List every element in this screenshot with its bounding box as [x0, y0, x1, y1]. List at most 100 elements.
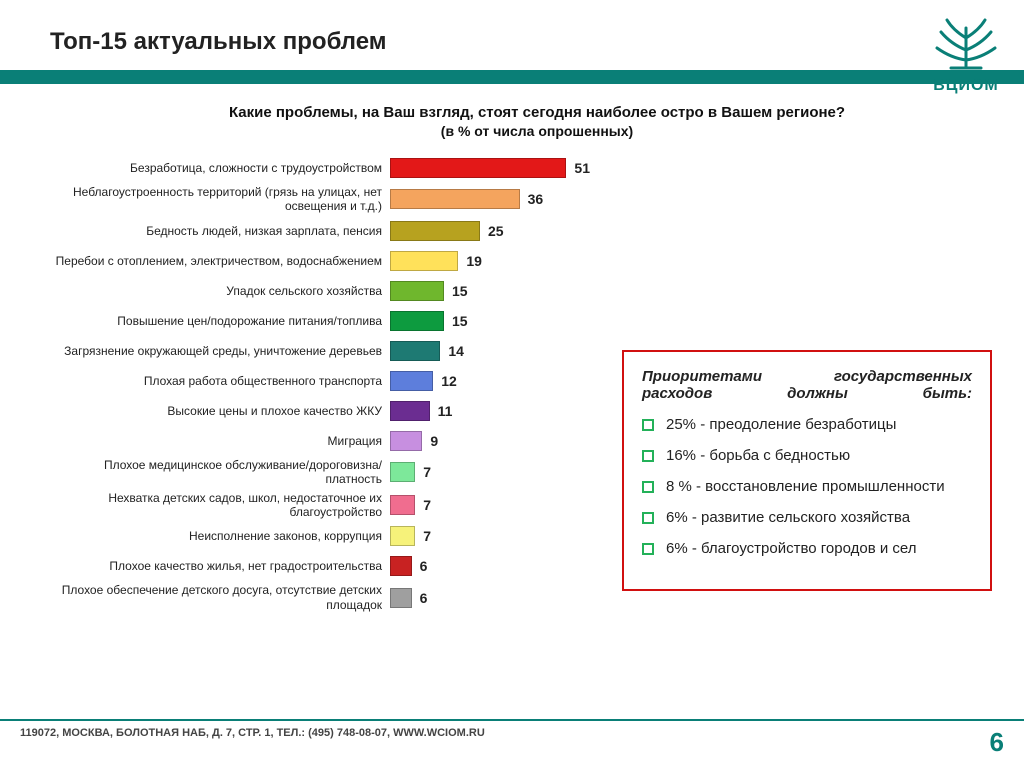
footer-address: 119072, МОСКВА, БОЛОТНАЯ НАБ, Д. 7, СТР.… — [20, 727, 485, 758]
bar-label: Упадок сельского хозяйства — [50, 284, 390, 298]
divider-band — [0, 70, 1024, 84]
bar-label: Неисполнение законов, коррупция — [50, 529, 390, 543]
chart-title: Какие проблемы, на Ваш взгляд, стоят сег… — [217, 104, 857, 121]
bar-value: 9 — [430, 433, 438, 449]
bar-row: Неисполнение законов, коррупция 7 — [50, 523, 610, 549]
bar-label: Высокие цены и плохое качество ЖКУ — [50, 404, 390, 418]
bar-row: Плохая работа общественного транспорта 12 — [50, 368, 610, 394]
callout-item-text: 25% - преодоление безработицы — [666, 416, 896, 433]
bar-track: 15 — [390, 281, 590, 301]
bar-value: 25 — [488, 223, 504, 239]
bar-value: 6 — [420, 558, 428, 574]
bar-value: 7 — [423, 464, 431, 480]
bar-label: Нехватка детских садов, школ, недостаточ… — [50, 491, 390, 520]
bar-label: Плохое качество жилья, нет градостроител… — [50, 559, 390, 573]
bar-label: Повышение цен/подорожание питания/топлив… — [50, 314, 390, 328]
bar-row: Плохое обеспечение детского досуга, отсу… — [50, 583, 610, 612]
bar-value: 36 — [528, 191, 544, 207]
bar-track: 7 — [390, 462, 590, 482]
callout-items: 25% - преодоление безработицы 16% - борьб… — [642, 416, 972, 557]
callout-item: 6% - развитие сельского хозяйства — [642, 509, 972, 526]
bar-fill — [390, 462, 415, 482]
priorities-callout: Приоритетами государственных расходов до… — [622, 350, 992, 591]
bar-track: 14 — [390, 341, 590, 361]
bar-value: 15 — [452, 313, 468, 329]
bar-fill — [390, 341, 440, 361]
bar-row: Неблагоустроенность территорий (грязь на… — [50, 185, 610, 214]
bar-row: Высокие цены и плохое качество ЖКУ 11 — [50, 398, 610, 424]
callout-heading: Приоритетами государственных расходов до… — [642, 368, 972, 402]
bar-row: Плохое медицинское обслуживание/дорогови… — [50, 458, 610, 487]
bar-row: Нехватка детских садов, школ, недостаточ… — [50, 491, 610, 520]
bar-fill — [390, 189, 520, 209]
callout-item-text: 16% - борьба с бедностью — [666, 447, 850, 464]
bar-value: 19 — [466, 253, 482, 269]
bar-fill — [390, 371, 433, 391]
bar-fill — [390, 431, 422, 451]
page-title: Топ-15 актуальных проблем — [50, 28, 1024, 56]
bar-row: Плохое качество жилья, нет градостроител… — [50, 553, 610, 579]
bar-row: Бедность людей, низкая зарплата, пенсия 2… — [50, 218, 610, 244]
bullet-square-icon — [642, 512, 654, 524]
bar-fill — [390, 526, 415, 546]
bar-track: 7 — [390, 495, 590, 515]
bar-label: Перебои с отоплением, электричеством, во… — [50, 254, 390, 268]
callout-item: 16% - борьба с бедностью — [642, 447, 972, 464]
bullet-square-icon — [642, 481, 654, 493]
slide-header: Топ-15 актуальных проблем — [0, 0, 1024, 70]
bar-label: Бедность людей, низкая зарплата, пенсия — [50, 224, 390, 238]
bar-fill — [390, 556, 412, 576]
chart-subtitle: (в % от числа опрошенных) — [217, 123, 857, 139]
bar-track: 12 — [390, 371, 590, 391]
bar-value: 7 — [423, 497, 431, 513]
bar-fill — [390, 401, 430, 421]
bar-fill — [390, 311, 444, 331]
bar-track: 11 — [390, 401, 590, 421]
bar-track: 19 — [390, 251, 590, 271]
bar-label: Неблагоустроенность территорий (грязь на… — [50, 185, 390, 214]
bar-label: Плохое медицинское обслуживание/дорогови… — [50, 458, 390, 487]
brand-logo: ВЦИОМ — [926, 18, 1006, 95]
bar-row: Безработица, сложности с трудоустройство… — [50, 155, 610, 181]
bar-row: Повышение цен/подорожание питания/топлив… — [50, 308, 610, 334]
bar-track: 36 — [390, 189, 590, 209]
callout-item: 8 % - восстановление промышленности — [642, 478, 972, 495]
bar-value: 15 — [452, 283, 468, 299]
bar-fill — [390, 221, 480, 241]
bar-label: Безработица, сложности с трудоустройство… — [50, 161, 390, 175]
bar-value: 14 — [448, 343, 464, 359]
bar-track: 6 — [390, 588, 590, 608]
bar-fill — [390, 158, 566, 178]
bar-value: 12 — [441, 373, 457, 389]
bullet-square-icon — [642, 419, 654, 431]
bar-track: 25 — [390, 221, 590, 241]
bar-label: Миграция — [50, 434, 390, 448]
bullet-square-icon — [642, 543, 654, 555]
bar-fill — [390, 281, 444, 301]
slide-footer: 119072, МОСКВА, БОЛОТНАЯ НАБ, Д. 7, СТР.… — [0, 719, 1024, 758]
callout-item-text: 6% - развитие сельского хозяйства — [666, 509, 910, 526]
bar-track: 51 — [390, 158, 590, 178]
bar-row: Перебои с отоплением, электричеством, во… — [50, 248, 610, 274]
bar-track: 15 — [390, 311, 590, 331]
bar-fill — [390, 251, 458, 271]
bar-label: Загрязнение окружающей среды, уничтожени… — [50, 344, 390, 358]
bar-value: 11 — [438, 403, 453, 419]
brand-name: ВЦИОМ — [926, 77, 1006, 95]
bar-value: 7 — [423, 528, 431, 544]
bar-row: Загрязнение окружающей среды, уничтожени… — [50, 338, 610, 364]
bar-label: Плохая работа общественного транспорта — [50, 374, 390, 388]
callout-item-text: 6% - благоустройство городов и сел — [666, 540, 917, 557]
bar-value: 6 — [420, 590, 428, 606]
bullet-square-icon — [642, 450, 654, 462]
bars-container: Безработица, сложности с трудоустройство… — [50, 155, 610, 612]
bar-row: Упадок сельского хозяйства 15 — [50, 278, 610, 304]
callout-item: 6% - благоустройство городов и сел — [642, 540, 972, 557]
bar-track: 7 — [390, 526, 590, 546]
page-number: 6 — [990, 727, 1004, 758]
leaf-logo-icon — [931, 18, 1001, 70]
bar-track: 6 — [390, 556, 590, 576]
bar-label: Плохое обеспечение детского досуга, отсу… — [50, 583, 390, 612]
bar-value: 51 — [574, 160, 590, 176]
bar-row: Миграция 9 — [50, 428, 610, 454]
